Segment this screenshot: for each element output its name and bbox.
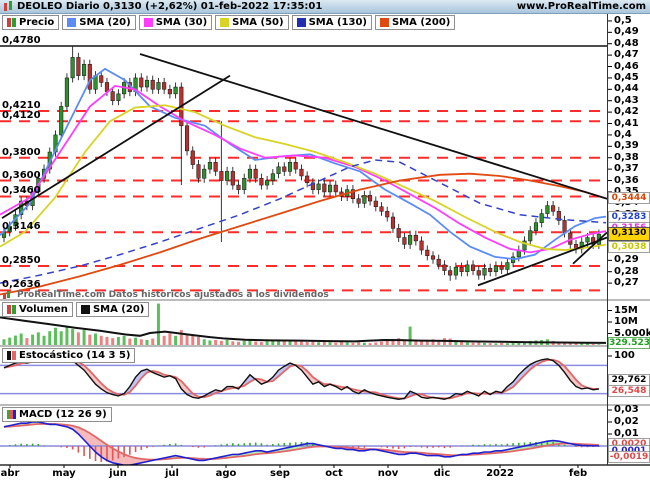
time-axis-label-feb: feb: [568, 468, 588, 479]
price-axis-tick-0_42: 0,42: [614, 106, 639, 118]
watermark: ProRealTime.com Datos históricos ajustad…: [3, 290, 329, 300]
price-level-label-0_2636: 0,2636: [2, 279, 41, 291]
time-axis-label-may: may: [52, 468, 76, 479]
volume-legend-row: Volumen SMA (20): [2, 302, 150, 317]
legend-label: SMA (20): [79, 17, 131, 28]
price-level-label-0_4120: 0,4120: [2, 110, 41, 122]
legend-price-sma-30[interactable]: SMA (30): [138, 15, 213, 30]
macd-axis-tick-0_01: 0,01: [614, 428, 639, 439]
price-axis-tick-0_36: 0,36: [614, 174, 639, 186]
price-badge-0_3130: 0,3130: [608, 227, 650, 241]
legend-price-precio[interactable]: Precio: [2, 15, 60, 30]
legend-label: SMA (200): [391, 17, 451, 28]
price-badge-0_3283: 0,3283: [608, 210, 650, 223]
price-axis-tick-0_45: 0,45: [614, 71, 639, 83]
instrument-title: DEOLEO Diario 0,3130 (+2,62%) 01-feb-202…: [17, 1, 323, 12]
price-level-label-0_4780: 0,4780: [2, 35, 41, 46]
legend-label: SMA (20): [92, 304, 145, 315]
price-level-label-0_3460: 0,3460: [2, 185, 41, 197]
price-level-label-0_3146: 0,3146: [2, 221, 41, 233]
legend-label: Estocástico (14 3 5): [19, 350, 131, 361]
line-color-swatch-icon: [67, 18, 77, 27]
price-level-label-0_4210: 0,4210: [2, 99, 41, 111]
price-axis-tick-0_43: 0,43: [614, 94, 639, 106]
volume-axis-tick-5.000k: 5.000k: [614, 327, 650, 339]
price-axis-tick-0_27: 0,27: [614, 277, 639, 289]
price-axis-tick-0_35: 0,35: [614, 186, 639, 197]
price-axis-tick-0_44: 0,44: [614, 83, 639, 95]
legend-price-sma-20[interactable]: SMA (20): [62, 15, 136, 30]
legend-macd-macd-12-26-9[interactable]: MACD (12 26 9): [2, 407, 112, 422]
time-axis-label-dic: dic: [433, 468, 451, 479]
price-bars-icon: [7, 18, 16, 27]
legend-price-sma-50[interactable]: SMA (50): [215, 15, 289, 30]
price-legend-row: Precio SMA (20) SMA (30) SMA (50) SMA (130) S…: [2, 15, 456, 30]
legend-label: SMA (50): [232, 17, 284, 28]
price-level-label-0_3600: 0,3600: [2, 169, 41, 181]
price-axis-tick-0_4: 0,4: [614, 128, 632, 140]
legend-volume-sma-20[interactable]: SMA (20): [75, 302, 150, 317]
time-axis-label-jul: jul: [165, 468, 179, 479]
price-axis-tick-0_39: 0,39: [614, 140, 639, 152]
watermark-text: ProRealTime.com Datos históricos ajustad…: [17, 290, 329, 300]
price-axis-tick-0_38: 0,38: [614, 151, 639, 163]
stoch-d-badge: 26,548: [608, 385, 650, 397]
legend-label: Volumen: [19, 304, 68, 315]
volume-axis-tick-15M: 15M: [614, 304, 638, 316]
legend-price-sma-200[interactable]: SMA (200): [374, 15, 456, 30]
price-axis-tick-0_47: 0,47: [614, 49, 639, 61]
volume-badge: 329.523: [608, 337, 650, 349]
line-color-swatch-icon: [220, 18, 230, 27]
legend-stoch-estoc-stico-14-3-5[interactable]: Estocástico (14 3 5): [2, 348, 136, 363]
time-axis-label-sep: sep: [270, 468, 290, 479]
price-axis-tick-0_49: 0,49: [614, 26, 639, 38]
price-axis-tick-0_41: 0,41: [614, 117, 639, 129]
macd-axis-tick-0_02: 0,02: [614, 416, 639, 427]
time-axis-label-2022: 2022: [486, 468, 514, 479]
line-color-swatch-icon: [143, 18, 153, 27]
price-badge-0_3038: 0,3038: [608, 241, 650, 253]
stochastic-lines-icon: [7, 351, 16, 360]
legend-label: SMA (130): [308, 17, 367, 28]
price-axis-tick-0_48: 0,48: [614, 37, 639, 49]
stoch-axis-tick-100: 100: [614, 350, 635, 361]
candlestick-logo-icon: [3, 1, 14, 12]
time-axis-label-oct: oct: [325, 468, 343, 479]
price-axis-tick-0_37: 0,37: [614, 163, 639, 175]
volume-axis-tick-10M: 10M: [614, 316, 638, 327]
price-axis-tick-0_28: 0,28: [614, 265, 639, 277]
time-axis-label-ago: ago: [215, 468, 237, 479]
price-axis-tick-0_29: 0,29: [614, 254, 639, 266]
price-bars-icon: [7, 305, 16, 314]
time-axis-label-nov: nov: [377, 468, 399, 479]
price-axis-tick-0_5: 0,5: [614, 14, 632, 26]
legend-volume-volumen[interactable]: Volumen: [2, 302, 73, 317]
watermark-logo-icon: [3, 290, 14, 300]
legend-label: Precio: [19, 17, 55, 28]
site-link[interactable]: www.ProRealTime.com: [516, 1, 646, 12]
title-bar: DEOLEO Diario 0,3130 (+2,62%) 01-feb-202…: [0, 0, 650, 14]
price-badge-0_3444: 0,3444: [608, 192, 650, 204]
line-color-swatch-icon: [296, 18, 306, 27]
legend-price-sma-130[interactable]: SMA (130): [291, 15, 372, 30]
macd-axis-tick-0_03: 0,03: [614, 404, 639, 415]
legend-label: SMA (30): [155, 17, 208, 28]
line-color-swatch-icon: [379, 18, 389, 27]
time-axis-label-abr: abr: [0, 468, 20, 479]
price-axis-tick-0_46: 0,46: [614, 60, 639, 72]
macd-hist-badge: -0,0019: [608, 451, 650, 463]
price-level-label-0_2850: 0,2850: [2, 255, 41, 267]
line-color-swatch-icon: [80, 305, 90, 314]
price-level-label-0_3800: 0,3800: [2, 146, 41, 158]
macd-lines-icon: [7, 410, 16, 419]
legend-label: MACD (12 26 9): [19, 409, 107, 420]
stochastic-legend-row: Estocástico (14 3 5): [2, 348, 136, 363]
macd-legend-row: MACD (12 26 9): [2, 407, 112, 422]
time-axis-label-jun: jun: [109, 468, 127, 479]
